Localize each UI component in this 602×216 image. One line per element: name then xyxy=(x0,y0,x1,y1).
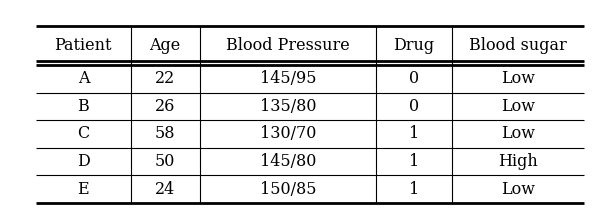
Text: 26: 26 xyxy=(155,98,175,115)
Text: 50: 50 xyxy=(155,153,175,170)
Text: 1: 1 xyxy=(409,181,419,198)
Text: 0: 0 xyxy=(409,70,419,87)
Text: 0: 0 xyxy=(409,98,419,115)
Text: Low: Low xyxy=(501,125,535,143)
Text: Blood sugar: Blood sugar xyxy=(469,37,566,54)
Text: Age: Age xyxy=(149,37,181,54)
Text: Patient: Patient xyxy=(55,37,112,54)
Text: Low: Low xyxy=(501,98,535,115)
Text: C: C xyxy=(77,125,90,143)
Text: Drug: Drug xyxy=(393,37,435,54)
Text: 22: 22 xyxy=(155,70,175,87)
Text: 130/70: 130/70 xyxy=(260,125,316,143)
Text: B: B xyxy=(78,98,89,115)
Text: Low: Low xyxy=(501,181,535,198)
Text: 145/95: 145/95 xyxy=(259,70,316,87)
Text: D: D xyxy=(77,153,90,170)
Text: A: A xyxy=(78,70,89,87)
Text: 135/80: 135/80 xyxy=(259,98,316,115)
Text: High: High xyxy=(498,153,538,170)
Text: E: E xyxy=(78,181,89,198)
Text: Low: Low xyxy=(501,70,535,87)
Text: 24: 24 xyxy=(155,181,175,198)
Text: 145/80: 145/80 xyxy=(260,153,316,170)
Text: 1: 1 xyxy=(409,125,419,143)
Text: 58: 58 xyxy=(155,125,175,143)
Text: 150/85: 150/85 xyxy=(259,181,316,198)
Text: Blood Pressure: Blood Pressure xyxy=(226,37,350,54)
Text: 1: 1 xyxy=(409,153,419,170)
